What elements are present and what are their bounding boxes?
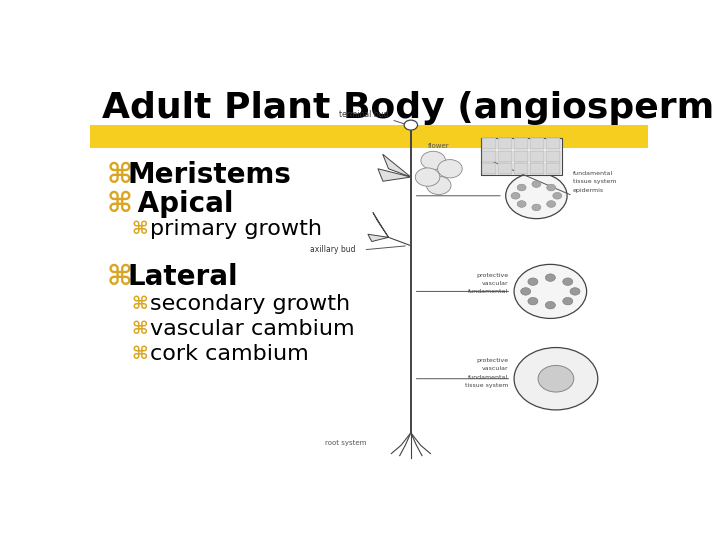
Text: Adult Plant Body (angiosperm organs): Adult Plant Body (angiosperm organs) [102, 91, 720, 125]
Circle shape [421, 151, 446, 170]
Text: fundamental: fundamental [572, 171, 613, 176]
Circle shape [545, 274, 555, 281]
Text: ⌘: ⌘ [107, 190, 132, 218]
FancyBboxPatch shape [546, 151, 560, 161]
Circle shape [438, 160, 462, 178]
FancyBboxPatch shape [546, 138, 560, 149]
Polygon shape [382, 154, 411, 177]
Text: fundamental: fundamental [469, 289, 508, 294]
FancyBboxPatch shape [530, 163, 544, 174]
Text: cork cambium: cork cambium [150, 344, 308, 364]
FancyBboxPatch shape [514, 138, 528, 149]
Circle shape [426, 176, 451, 194]
Circle shape [521, 288, 531, 295]
Text: Apical: Apical [128, 190, 233, 218]
Text: epidermis: epidermis [572, 187, 604, 193]
Circle shape [546, 201, 556, 207]
FancyBboxPatch shape [482, 163, 495, 174]
Text: ⌘: ⌘ [132, 320, 148, 338]
Polygon shape [378, 168, 411, 181]
Text: primary growth: primary growth [150, 219, 322, 239]
Text: ⌘: ⌘ [107, 263, 132, 291]
Text: fundamental: fundamental [469, 375, 508, 380]
Polygon shape [373, 212, 389, 238]
Text: root system: root system [325, 440, 366, 446]
Text: vascular: vascular [482, 281, 508, 286]
FancyBboxPatch shape [481, 138, 562, 175]
Text: ⌘: ⌘ [132, 345, 148, 363]
Circle shape [514, 348, 598, 410]
Circle shape [538, 366, 574, 392]
Text: flower: flower [428, 143, 449, 149]
FancyBboxPatch shape [498, 151, 512, 161]
FancyBboxPatch shape [530, 151, 544, 161]
Circle shape [511, 192, 520, 199]
Text: Meristems: Meristems [128, 161, 292, 189]
Circle shape [532, 204, 541, 211]
Text: ⌘: ⌘ [132, 220, 148, 238]
Text: Lateral: Lateral [128, 263, 238, 291]
Circle shape [517, 201, 526, 207]
Text: protective: protective [477, 273, 508, 278]
Text: tissue system: tissue system [572, 179, 616, 184]
Circle shape [553, 192, 562, 199]
Circle shape [532, 181, 541, 187]
Text: axillary bud: axillary bud [310, 245, 355, 254]
FancyBboxPatch shape [546, 163, 560, 174]
Circle shape [563, 298, 573, 305]
Circle shape [545, 301, 555, 309]
Text: tissue system: tissue system [465, 383, 508, 388]
Text: vascular cambium: vascular cambium [150, 319, 354, 339]
Text: ⌘: ⌘ [132, 295, 148, 313]
Circle shape [514, 265, 587, 319]
FancyBboxPatch shape [498, 163, 512, 174]
Bar [90, 125, 648, 148]
Circle shape [517, 184, 526, 191]
FancyBboxPatch shape [482, 138, 495, 149]
Circle shape [563, 278, 573, 286]
Circle shape [570, 288, 580, 295]
Polygon shape [368, 234, 389, 241]
FancyBboxPatch shape [514, 151, 528, 161]
Circle shape [404, 120, 418, 130]
FancyBboxPatch shape [514, 163, 528, 174]
Circle shape [528, 298, 538, 305]
Text: secondary growth: secondary growth [150, 294, 350, 314]
Text: protective: protective [477, 358, 508, 363]
Circle shape [415, 168, 440, 186]
Circle shape [528, 278, 538, 286]
Circle shape [505, 173, 567, 219]
Text: ⌘: ⌘ [107, 161, 132, 189]
FancyBboxPatch shape [530, 138, 544, 149]
Circle shape [546, 184, 556, 191]
Text: vascular: vascular [482, 367, 508, 372]
Text: terminal bud: terminal bud [339, 110, 389, 119]
FancyBboxPatch shape [498, 138, 512, 149]
FancyBboxPatch shape [482, 151, 495, 161]
